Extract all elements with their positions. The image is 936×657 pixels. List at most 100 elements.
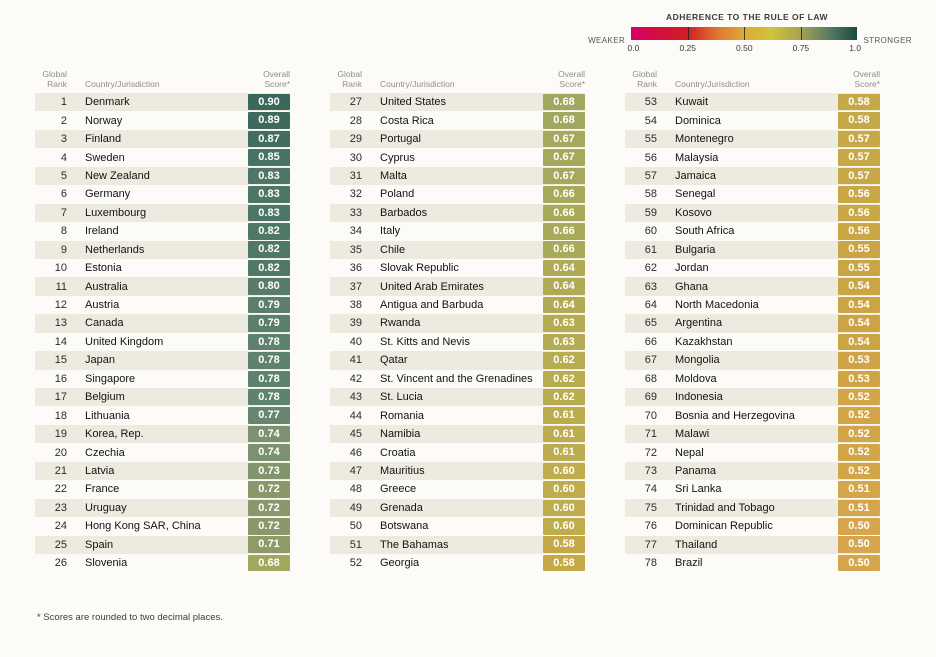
score-badge: 0.60	[543, 462, 585, 480]
table-row: 14 United Kingdom 0.78	[35, 333, 290, 351]
table-row: 2 Norway 0.89	[35, 111, 290, 129]
score-badge: 0.60	[543, 499, 585, 517]
table-row: 55 Montenegro 0.57	[625, 129, 880, 149]
table-row: 38 Antigua and Barbuda 0.64	[330, 296, 585, 314]
rank-value: 64	[644, 299, 657, 312]
score-badge: 0.68	[248, 554, 290, 572]
country-name: Kazakhstan	[675, 335, 733, 348]
score-badge: 0.79	[248, 315, 290, 332]
table-row: 26 Slovenia 0.68	[35, 554, 290, 572]
score-badge: 0.51	[838, 499, 880, 517]
rank-value: 18	[54, 409, 67, 422]
legend-tick-3: 0.75	[792, 43, 810, 53]
rank-value: 22	[54, 483, 67, 496]
table-row: 69 Indonesia 0.52	[625, 388, 880, 407]
rank-value: 55	[644, 133, 657, 146]
table-row: 35 Chile 0.66	[330, 240, 585, 259]
table-row: 19 Korea, Rep. 0.74	[35, 424, 290, 444]
rank-value: 34	[349, 225, 362, 238]
rank-value: 6	[60, 188, 67, 201]
score-badge: 0.66	[543, 223, 585, 240]
rank-value: 38	[349, 299, 362, 312]
score-badge: 0.66	[543, 241, 585, 258]
rank-value: 69	[644, 391, 657, 404]
table-row: 10 Estonia 0.82	[35, 259, 290, 277]
table-row: 28 Costa Rica 0.68	[330, 111, 585, 129]
score-badge: 0.72	[248, 499, 290, 517]
score-badge: 0.61	[543, 425, 585, 443]
header-overall-score: Overall Score*	[263, 68, 290, 90]
table-row: 68 Moldova 0.53	[625, 370, 880, 388]
table-row: 42 St. Vincent and the Grenadines 0.62	[330, 370, 585, 388]
country-name: Poland	[380, 188, 415, 201]
score-badge: 0.54	[838, 333, 880, 351]
score-badge: 0.60	[543, 518, 585, 535]
country-name: Finland	[85, 133, 122, 146]
table-row: 72 Nepal 0.52	[625, 443, 880, 461]
score-badge: 0.71	[248, 536, 290, 553]
header-country-jurisdiction: Country/Jurisdiction	[380, 79, 455, 90]
country-name: Kuwait	[675, 96, 709, 109]
score-badge: 0.82	[248, 241, 290, 258]
header-global-rank: Global Rank	[337, 68, 362, 90]
country-name: Japan	[85, 354, 115, 367]
rank-value: 51	[349, 538, 362, 551]
rank-value: 40	[349, 335, 362, 348]
country-name: Malta	[380, 169, 407, 182]
score-badge: 0.53	[838, 370, 880, 388]
table-row: 39 Rwanda 0.63	[330, 314, 585, 333]
score-badge: 0.83	[248, 167, 290, 185]
table-body: 53 Kuwait 0.58 54 Dominica 0.58 55 Montenegro 0.…	[625, 93, 880, 572]
rank-value: 41	[349, 354, 362, 367]
rank-value: 47	[349, 464, 362, 477]
country-name: Portugal	[380, 133, 421, 146]
score-badge: 0.74	[248, 444, 290, 461]
header-global-rank: Global Rank	[632, 68, 657, 90]
country-name: New Zealand	[85, 169, 150, 182]
table-row: 33 Barbados 0.66	[330, 203, 585, 223]
rank-value: 11	[55, 280, 67, 293]
rank-value: 25	[54, 538, 67, 551]
rank-value: 1	[60, 96, 67, 109]
country-name: Denmark	[85, 96, 130, 109]
country-name: Georgia	[380, 557, 420, 570]
score-badge: 0.87	[248, 130, 290, 148]
table-row: 63 Ghana 0.54	[625, 277, 880, 296]
score-badge: 0.78	[248, 333, 290, 351]
table-row: 22 France 0.72	[35, 480, 290, 498]
table-row: 41 Qatar 0.62	[330, 351, 585, 370]
rank-value: 61	[644, 243, 657, 256]
score-badge: 0.77	[248, 407, 290, 424]
legend-tickmark-50	[744, 27, 746, 40]
score-badge: 0.80	[248, 278, 290, 295]
score-badge: 0.89	[248, 112, 290, 129]
score-badge: 0.78	[248, 370, 290, 388]
table-row: 9 Netherlands 0.82	[35, 240, 290, 259]
score-badge: 0.58	[838, 112, 880, 129]
country-name: Norway	[85, 114, 123, 127]
country-name: Mauritius	[380, 464, 425, 477]
score-badge: 0.66	[543, 186, 585, 203]
rank-value: 20	[54, 446, 67, 459]
table-row: 6 Germany 0.83	[35, 185, 290, 203]
table-row: 56 Malaysia 0.57	[625, 148, 880, 166]
rank-value: 76	[644, 520, 657, 533]
country-name: Grenada	[380, 501, 423, 514]
country-name: Nepal	[675, 446, 704, 459]
rank-value: 3	[60, 133, 67, 146]
country-name: Jamaica	[675, 169, 716, 182]
score-badge: 0.57	[838, 167, 880, 185]
table-row: 16 Singapore 0.78	[35, 370, 290, 388]
score-badge: 0.61	[543, 407, 585, 424]
legend-gradient-bar	[631, 27, 858, 40]
legend-tickmark-75	[800, 27, 802, 40]
rank-value: 66	[644, 335, 657, 348]
rank-value: 46	[349, 446, 362, 459]
score-badge: 0.64	[543, 296, 585, 314]
table-row: 52 Georgia 0.58	[330, 554, 585, 572]
score-badge: 0.72	[248, 481, 290, 498]
table-row: 1 Denmark 0.90	[35, 93, 290, 112]
rank-value: 28	[349, 114, 362, 127]
table-body: 27 United States 0.68 28 Costa Rica 0.68 29 Por…	[330, 93, 585, 572]
score-badge: 0.63	[543, 333, 585, 351]
